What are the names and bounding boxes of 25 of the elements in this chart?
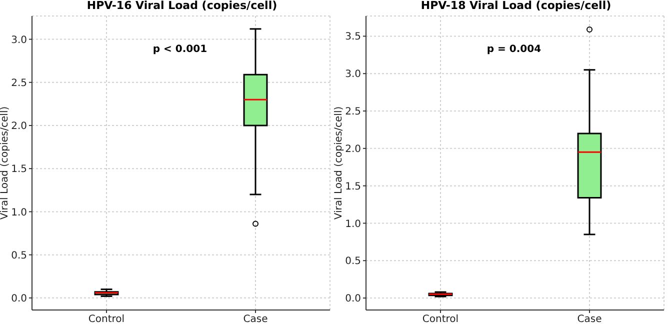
chart-title: HPV-16 Viral Load (copies/cell)	[86, 0, 278, 14]
x-tick-label: Control	[422, 314, 459, 324]
y-tick-label: 0.0	[345, 294, 361, 305]
y-tick-label: 1.0	[345, 218, 361, 230]
y-tick-label: 1.0	[11, 207, 27, 218]
y-tick-label: 3.0	[11, 34, 27, 46]
annotation: p < 0.001	[152, 44, 208, 55]
y-axis-title: Viral Load (copies/cell)	[334, 106, 345, 220]
y-tick-label: 0.0	[11, 293, 27, 304]
x-tick-label: Case	[577, 314, 602, 324]
y-tick-label: 2.0	[11, 121, 27, 132]
y-axis-title: Viral Load (copies/cell)	[0, 106, 11, 220]
x-tick-label: Case	[243, 314, 268, 324]
y-tick-label: 1.5	[11, 164, 27, 176]
chart-title: HPV-18 Viral Load (copies/cell)	[420, 0, 612, 14]
y-tick-label: 0.5	[345, 256, 361, 268]
y-tick-label: 0.5	[11, 250, 27, 262]
y-tick-label: 2.0	[345, 144, 361, 155]
y-tick-label: 3.0	[345, 69, 361, 80]
y-tick-label: 2.5	[11, 78, 27, 89]
y-tick-label: 1.5	[345, 181, 361, 192]
annotation: p = 0.004	[486, 44, 542, 55]
x-tick-label: Control	[88, 314, 125, 324]
y-tick-label: 3.5	[345, 32, 361, 43]
y-tick-label: 2.5	[345, 106, 361, 118]
